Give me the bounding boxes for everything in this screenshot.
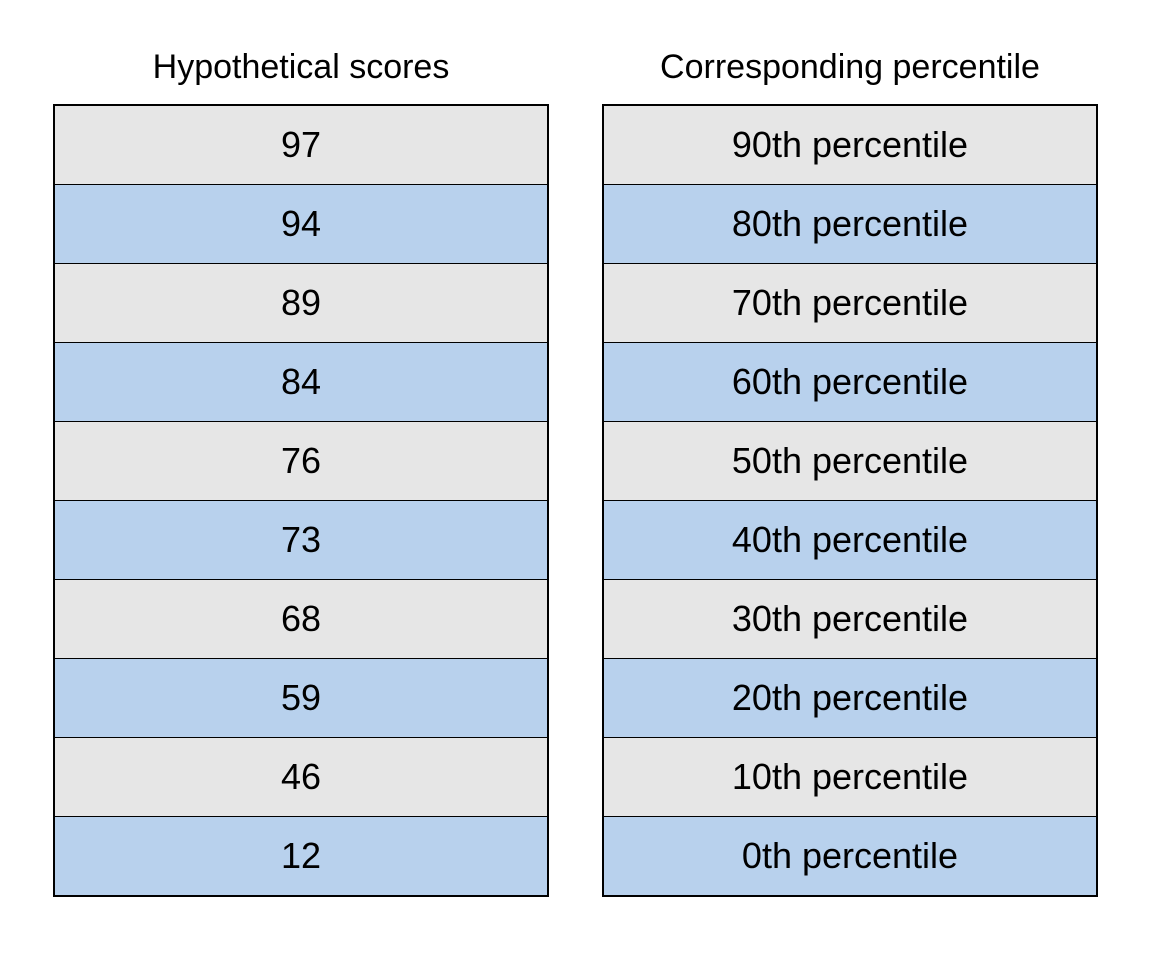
score-cell: 94 (55, 184, 547, 263)
scores-list: 97 94 89 84 76 73 68 59 46 12 (53, 104, 549, 897)
score-cell: 84 (55, 342, 547, 421)
percentile-cell: 70th percentile (604, 263, 1096, 342)
score-cell: 68 (55, 579, 547, 658)
percentiles-heading: Corresponding percentile (660, 48, 1040, 86)
score-cell: 73 (55, 500, 547, 579)
scores-column: Hypothetical scores 97 94 89 84 76 73 68… (53, 44, 549, 897)
percentile-cell: 30th percentile (604, 579, 1096, 658)
percentiles-column: Corresponding percentile 90th percentile… (602, 44, 1098, 897)
percentile-cell: 10th percentile (604, 737, 1096, 816)
score-cell: 46 (55, 737, 547, 816)
scores-heading: Hypothetical scores (152, 48, 450, 86)
percentile-cell: 20th percentile (604, 658, 1096, 737)
score-cell: 59 (55, 658, 547, 737)
score-cell: 12 (55, 816, 547, 895)
percentile-cell: 80th percentile (604, 184, 1096, 263)
score-cell: 76 (55, 421, 547, 500)
percentile-cell: 90th percentile (604, 106, 1096, 184)
score-cell: 97 (55, 106, 547, 184)
percentile-cell: 50th percentile (604, 421, 1096, 500)
score-cell: 89 (55, 263, 547, 342)
percentile-cell: 40th percentile (604, 500, 1096, 579)
percentile-cell: 60th percentile (604, 342, 1096, 421)
percentiles-list: 90th percentile 80th percentile 70th per… (602, 104, 1098, 897)
percentile-cell: 0th percentile (604, 816, 1096, 895)
